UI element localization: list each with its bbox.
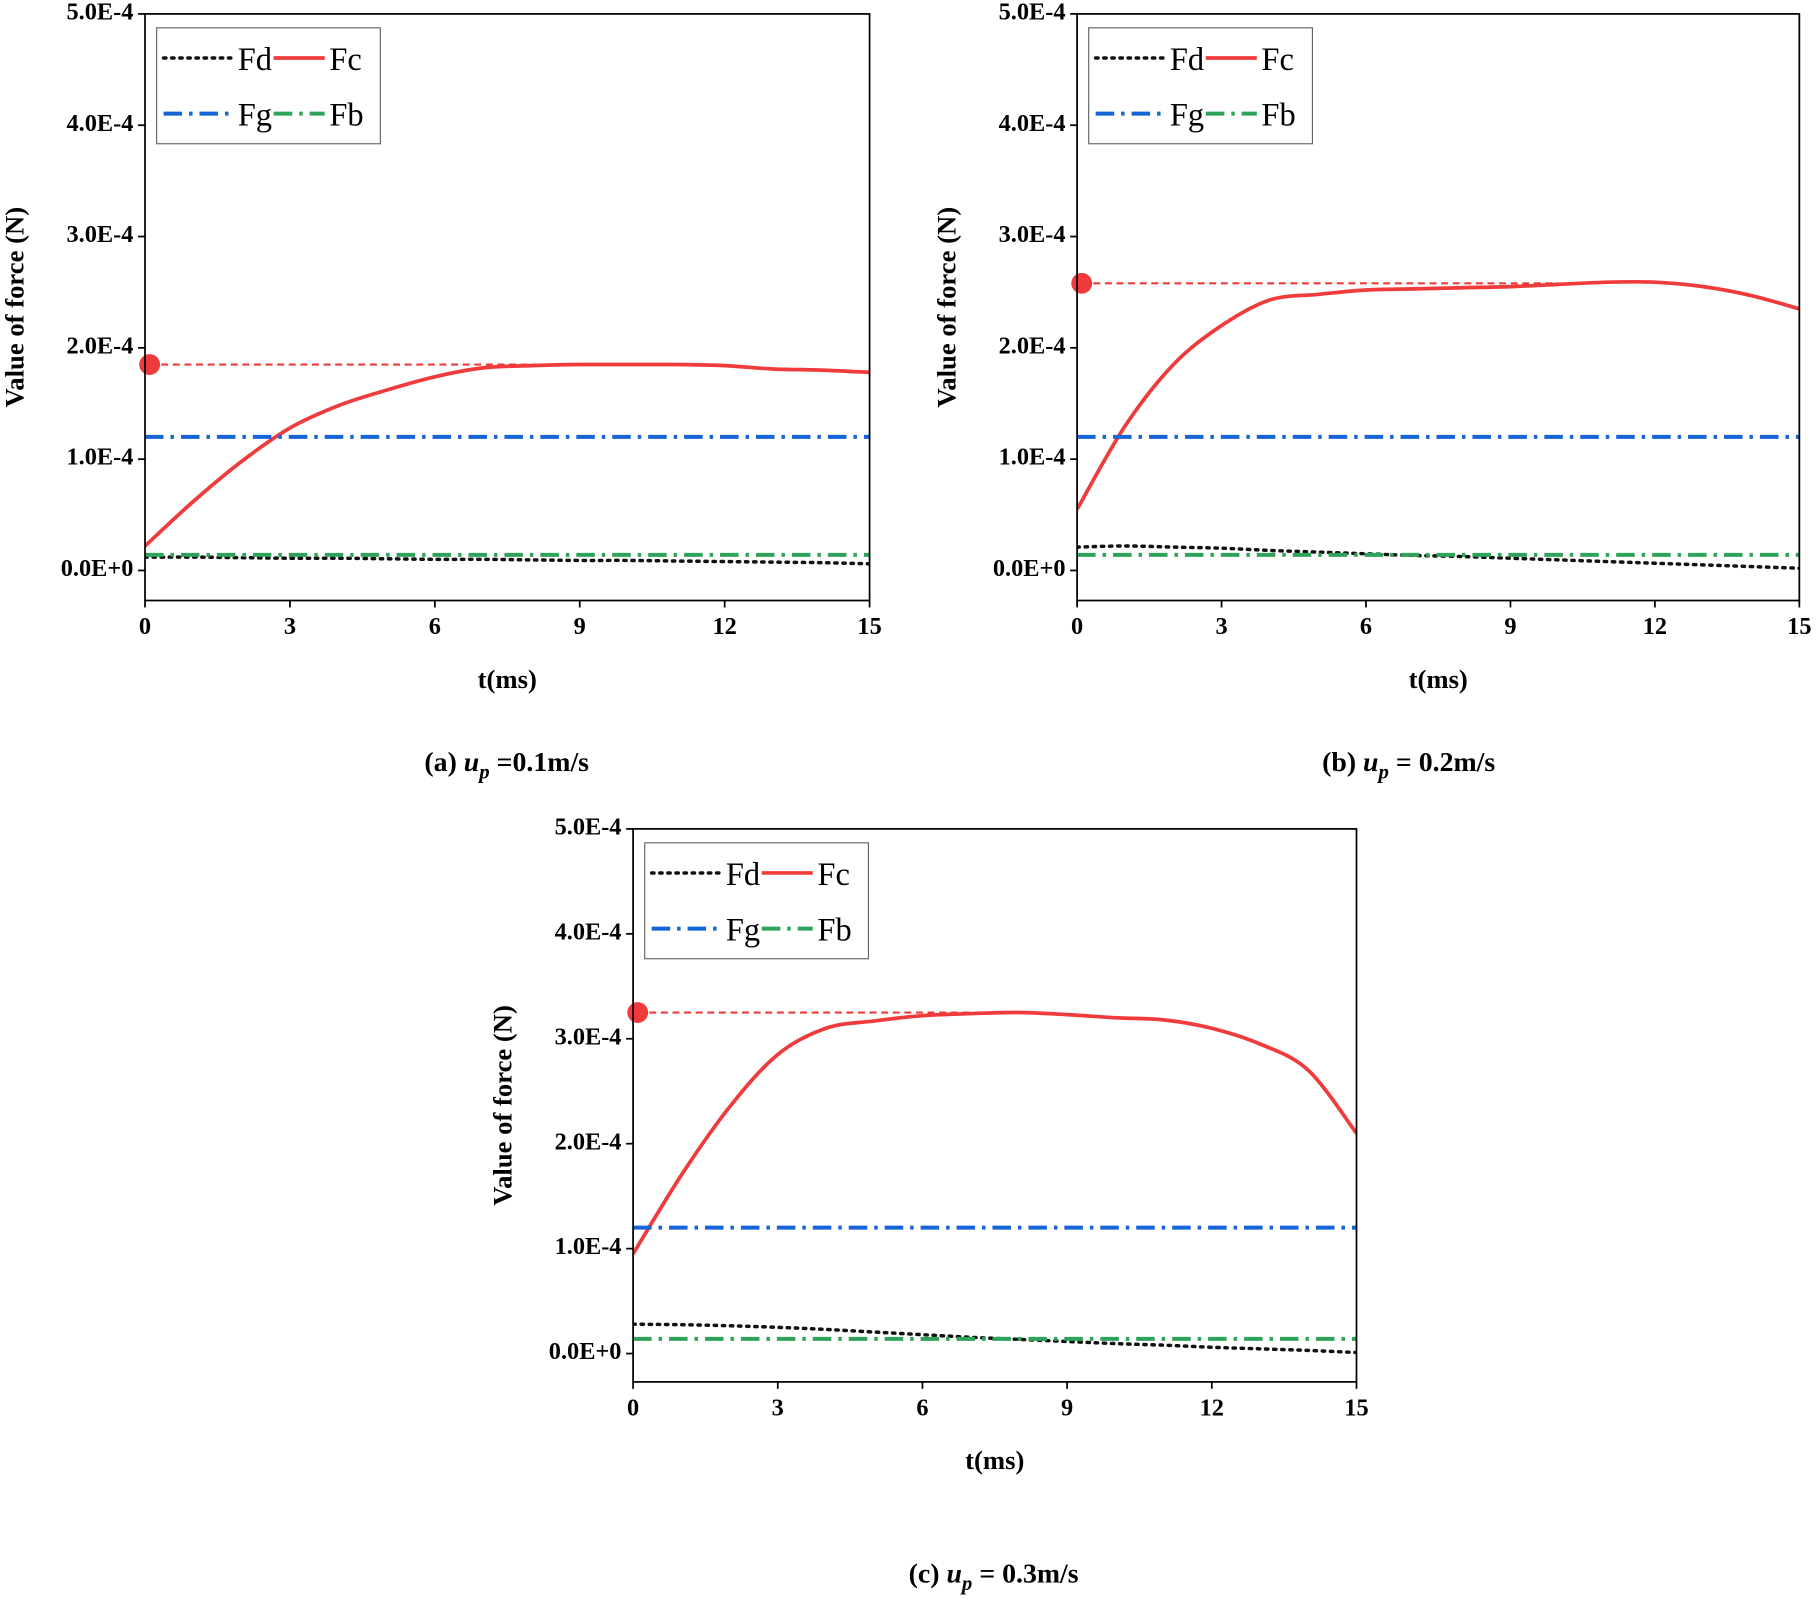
chart: 0.0E+0 1.0E-4 2.0E-4 3.0E-4 4.0E-4 5.0E-4 0 3 6 9…: [0, 0, 882, 783]
series-line: [1077, 544, 1800, 570]
y-tick-label: 3.0E-4: [999, 221, 1066, 248]
x-axis-label: t(ms): [1409, 664, 1468, 694]
peak-dot: [627, 1002, 649, 1023]
x-tick-label: 6: [1360, 613, 1372, 640]
caption: (a) up =0.1m/s: [424, 748, 589, 784]
caption-rest: =0.1m/s: [497, 748, 590, 779]
legend-label: Fd: [726, 857, 760, 893]
y-tick-label: 4.0E-4: [999, 110, 1066, 137]
x-axis-label: t(ms): [965, 1445, 1024, 1475]
y-tick-label: 3.0E-4: [67, 221, 134, 248]
legend-label: Fb: [1261, 98, 1295, 134]
y-tick-label: 2.0E-4: [67, 332, 134, 359]
x-tick-label: 9: [1061, 1394, 1073, 1421]
legend-label: Fb: [329, 98, 363, 134]
y-tick-label: 1.0E-4: [999, 444, 1066, 471]
x-tick-label: 12: [1200, 1394, 1224, 1421]
y-tick-label: 1.0E-4: [67, 444, 134, 471]
x-tick-label: 15: [1787, 613, 1811, 640]
x-tick-label: 3: [1215, 613, 1227, 640]
legend-label: Fg: [1170, 98, 1204, 134]
series-line: [633, 1322, 1357, 1355]
x-tick-label: 3: [284, 613, 296, 640]
legend-box: [1088, 27, 1314, 145]
y-tick-label: 2.0E-4: [555, 1128, 622, 1155]
caption: (b) up = 0.2m/s: [1322, 748, 1495, 784]
y-tick-label: 0.0E+0: [993, 555, 1066, 582]
plot-frame: [632, 828, 1358, 1383]
legend-box: [644, 842, 870, 960]
chart: 0.0E+0 1.0E-4 2.0E-4 3.0E-4 4.0E-4 5.0E-4 0 3 6 9…: [488, 813, 1369, 1594]
y-tick-label: 3.0E-4: [555, 1023, 622, 1050]
series-line: [145, 362, 870, 548]
x-tick-label: 0: [1071, 613, 1083, 640]
peak-dot: [139, 354, 161, 375]
caption-rest: = 0.3m/s: [979, 1559, 1078, 1590]
caption-sub: p: [1377, 759, 1389, 783]
x-tick-label: 3: [772, 1394, 784, 1421]
x-tick-label: 15: [857, 613, 881, 640]
legend-label: Fb: [817, 913, 851, 949]
caption-sub: p: [960, 1571, 972, 1595]
caption-symbol: u: [464, 748, 479, 779]
y-tick-label: 0.0E+0: [61, 555, 134, 582]
legend-label: Fc: [817, 857, 849, 893]
series-line: [145, 555, 870, 566]
caption-symbol: u: [946, 1559, 961, 1590]
y-axis-label: Value of force (N): [932, 207, 962, 408]
x-axis-label: t(ms): [478, 664, 537, 694]
x-tick-label: 6: [429, 613, 441, 640]
x-tick-label: 12: [713, 613, 737, 640]
plot-frame: [144, 13, 871, 602]
y-tick-label: 5.0E-4: [67, 0, 134, 25]
y-tick-label: 5.0E-4: [555, 813, 622, 840]
caption-prefix: (a): [424, 748, 456, 779]
y-axis-label: Value of force (N): [0, 207, 30, 408]
caption-symbol: u: [1363, 748, 1378, 779]
x-tick-label: 9: [1504, 613, 1516, 640]
y-tick-label: 1.0E-4: [555, 1233, 622, 1260]
plot-frame: [1076, 13, 1801, 602]
legend-label: Fg: [726, 913, 760, 949]
legend-label: Fc: [1261, 42, 1293, 78]
y-tick-label: 0.0E+0: [549, 1338, 622, 1365]
x-tick-label: 9: [574, 613, 586, 640]
y-tick-label: 2.0E-4: [999, 332, 1066, 359]
caption-prefix: (c): [909, 1559, 940, 1590]
y-axis-label: Value of force (N): [488, 1005, 518, 1206]
y-tick-label: 4.0E-4: [67, 110, 134, 137]
y-tick-label: 5.0E-4: [999, 0, 1066, 25]
caption-prefix: (b): [1322, 748, 1356, 779]
legend-label: Fc: [329, 42, 361, 78]
x-tick-label: 12: [1643, 613, 1667, 640]
x-tick-label: 0: [139, 613, 151, 640]
x-tick-label: 6: [916, 1394, 928, 1421]
x-tick-label: 15: [1344, 1394, 1368, 1421]
series-line: [633, 1010, 1357, 1255]
x-tick-label: 0: [627, 1394, 639, 1421]
legend-box: [156, 27, 381, 145]
legend-label: Fd: [238, 42, 272, 78]
peak-dot: [1071, 272, 1093, 294]
caption: (c) up = 0.3m/s: [909, 1559, 1079, 1595]
chart: 0.0E+0 1.0E-4 2.0E-4 3.0E-4 4.0E-4 5.0E-4 0 3 6 9…: [932, 0, 1812, 783]
series-line: [1077, 279, 1800, 511]
legend-label: Fd: [1170, 42, 1204, 78]
legend-label: Fg: [238, 98, 272, 134]
caption-sub: p: [477, 759, 489, 783]
y-tick-label: 4.0E-4: [555, 918, 622, 945]
caption-rest: = 0.2m/s: [1396, 748, 1495, 779]
